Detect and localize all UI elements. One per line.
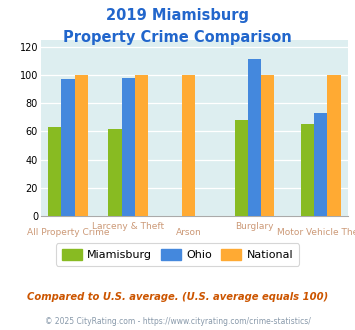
- Text: All Property Crime: All Property Crime: [27, 228, 109, 237]
- Text: Arson: Arson: [175, 228, 201, 237]
- Bar: [235, 120, 248, 216]
- Legend: Miamisburg, Ohio, National: Miamisburg, Ohio, National: [56, 244, 299, 266]
- Text: Compared to U.S. average. (U.S. average equals 100): Compared to U.S. average. (U.S. average …: [27, 292, 328, 302]
- Bar: [248, 59, 261, 216]
- Bar: [135, 75, 148, 216]
- Text: Larceny & Theft: Larceny & Theft: [92, 222, 164, 231]
- Text: Property Crime Comparison: Property Crime Comparison: [63, 30, 292, 45]
- Bar: [301, 124, 314, 216]
- Bar: [48, 127, 61, 216]
- Bar: [108, 129, 121, 216]
- Bar: [314, 113, 327, 216]
- Text: Motor Vehicle Theft: Motor Vehicle Theft: [277, 228, 355, 237]
- Text: © 2025 CityRating.com - https://www.cityrating.com/crime-statistics/: © 2025 CityRating.com - https://www.city…: [45, 317, 310, 326]
- Bar: [75, 75, 88, 216]
- Bar: [121, 78, 135, 216]
- Bar: [327, 75, 341, 216]
- Bar: [261, 75, 274, 216]
- Text: Burglary: Burglary: [235, 222, 274, 231]
- Bar: [182, 75, 195, 216]
- Bar: [61, 79, 75, 216]
- Text: 2019 Miamisburg: 2019 Miamisburg: [106, 8, 249, 23]
